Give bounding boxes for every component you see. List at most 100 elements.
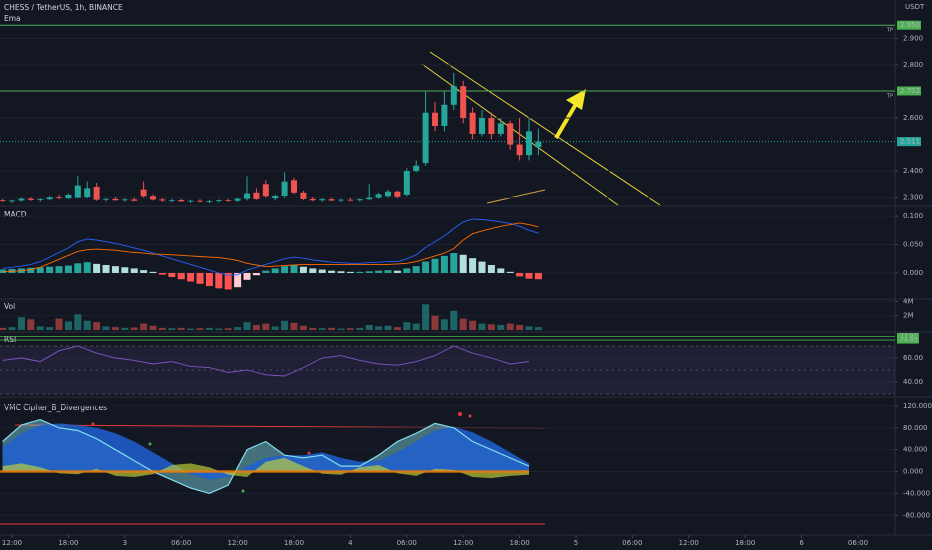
price-label-box [897, 86, 921, 96]
volume-bar [111, 327, 119, 330]
y-tick-label: 2.800 [903, 61, 923, 69]
histogram-bar [140, 270, 148, 273]
volume-bar [215, 328, 223, 330]
volume-bar [318, 328, 326, 330]
candle-body [253, 192, 260, 199]
candle-body [422, 112, 429, 164]
y-tick-label: 4M [903, 297, 914, 305]
volume-bar [83, 320, 91, 330]
volume-bar [431, 315, 439, 330]
y-tick-label: 0.050 [903, 241, 923, 249]
histogram-bar [422, 261, 430, 273]
histogram-bar [196, 272, 204, 284]
candle-body [366, 197, 373, 200]
volume-bar [93, 322, 101, 330]
volume-bar [262, 323, 270, 330]
histogram-bar [74, 263, 82, 273]
candle-body [309, 198, 316, 201]
volume-bar [17, 317, 25, 330]
x-tick-label: 5 [574, 539, 578, 547]
histogram-bar [318, 269, 326, 273]
x-tick-label: 12:00 [228, 539, 248, 547]
histogram-bar [384, 270, 392, 273]
candle-body [74, 185, 81, 198]
candle-body [281, 181, 288, 196]
histogram-bar [281, 266, 289, 273]
volume-bar [149, 325, 157, 330]
y-tick-label: 80.000 [903, 424, 928, 432]
histogram-bar [337, 271, 345, 273]
x-tick-label: 06:00 [397, 539, 417, 547]
price-axis [895, 0, 932, 535]
histogram-bar [224, 272, 232, 290]
candle-body [441, 104, 448, 126]
histogram-bar [205, 272, 213, 287]
candle-body [535, 141, 542, 148]
x-tick-label: 18:00 [735, 539, 755, 547]
signal-line [2, 222, 539, 273]
candle-body [150, 196, 157, 200]
histogram-bar [177, 272, 185, 280]
candle-body [413, 165, 420, 172]
rsi-line [2, 345, 530, 377]
volume-bar [412, 323, 420, 330]
x-tick-label: 18:00 [58, 539, 78, 547]
candle-body [328, 199, 335, 201]
y-tick-label: 40.00 [903, 378, 923, 386]
volume-bar [187, 328, 195, 330]
y-tick-label: -40.000 [903, 489, 930, 497]
volume-bar [478, 323, 486, 330]
histogram-bar [121, 267, 129, 273]
level-box [897, 333, 919, 341]
histogram-bar [459, 254, 467, 273]
candle-body [488, 118, 495, 134]
money-flow-area [2, 457, 530, 479]
candle-body [375, 194, 382, 198]
volume-bar [384, 325, 392, 330]
histogram-bar [111, 266, 119, 273]
volume-bar [328, 327, 336, 330]
candle-body [478, 118, 485, 134]
volume-bar [309, 327, 317, 330]
price-label-box [897, 20, 921, 30]
volume-bar [281, 320, 289, 330]
histogram-bar [403, 268, 411, 273]
x-tick-label: 18:00 [509, 539, 529, 547]
histogram-bar [252, 272, 260, 276]
y-tick-label: 2.400 [903, 167, 923, 175]
histogram-bar [187, 272, 195, 282]
histogram-bar [36, 267, 44, 273]
x-tick-label: 06:00 [848, 539, 868, 547]
volume-bar [440, 319, 448, 330]
volume-bar [55, 318, 63, 330]
y-tick-label: -80.000 [903, 511, 930, 519]
x-tick-label: 06:00 [622, 539, 642, 547]
volume-bar [74, 314, 82, 330]
histogram-bar [0, 269, 7, 273]
volume-bar [534, 327, 542, 330]
candle-body [103, 198, 110, 200]
candle-body [84, 188, 91, 198]
histogram-bar [469, 258, 477, 273]
x-tick-label: 3 [123, 539, 127, 547]
histogram-bar [55, 266, 63, 273]
volume-bar [0, 327, 7, 330]
histogram-bar [450, 253, 458, 273]
histogram-bar [168, 272, 176, 277]
histogram-bar [431, 258, 439, 273]
histogram-bar [487, 265, 495, 273]
volume-bar [365, 325, 373, 330]
indicator-label: Ema [4, 14, 21, 23]
volume-bar [356, 327, 364, 330]
arrow-shaft [554, 102, 578, 140]
histogram-bar [534, 272, 542, 280]
histogram-bar [130, 268, 138, 273]
candle-body [187, 200, 194, 202]
volume-bar [393, 327, 401, 330]
take-profit-tag: TP [886, 93, 893, 99]
arrow-head [566, 89, 586, 110]
volume-bar [290, 322, 298, 330]
histogram-bar [234, 272, 242, 288]
y-tick-label: 0.100 [903, 212, 923, 220]
candle-body [450, 86, 457, 105]
